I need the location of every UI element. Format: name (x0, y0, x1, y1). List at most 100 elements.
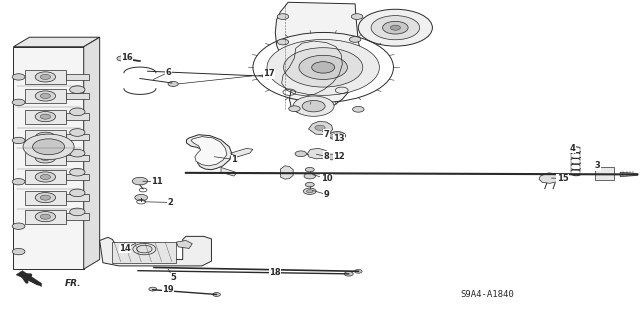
Text: 3: 3 (595, 161, 601, 170)
Text: 14: 14 (119, 244, 131, 253)
Circle shape (40, 135, 51, 140)
Circle shape (35, 72, 56, 82)
Text: 8: 8 (323, 152, 329, 161)
Text: 9: 9 (323, 190, 329, 199)
Bar (25, 170, 67, 184)
Polygon shape (539, 173, 559, 183)
Circle shape (40, 114, 51, 119)
Circle shape (312, 62, 335, 73)
Circle shape (12, 179, 25, 185)
Polygon shape (620, 172, 637, 177)
Text: 19: 19 (162, 285, 174, 294)
Circle shape (40, 174, 51, 180)
Circle shape (383, 21, 408, 34)
Circle shape (117, 56, 127, 61)
Circle shape (168, 81, 178, 86)
Circle shape (12, 223, 25, 229)
Circle shape (329, 131, 346, 140)
Circle shape (305, 182, 314, 187)
Text: 5: 5 (170, 273, 176, 282)
Text: 18: 18 (269, 268, 281, 277)
Circle shape (35, 153, 56, 163)
Circle shape (40, 195, 51, 200)
Circle shape (12, 74, 25, 80)
Polygon shape (307, 148, 328, 159)
Circle shape (295, 151, 307, 157)
Polygon shape (280, 166, 293, 179)
Circle shape (358, 9, 433, 46)
Text: 2: 2 (167, 198, 173, 207)
Circle shape (305, 167, 314, 172)
Circle shape (35, 112, 56, 122)
Circle shape (137, 245, 152, 253)
Circle shape (307, 190, 313, 193)
Polygon shape (16, 271, 42, 286)
Bar (25, 151, 67, 165)
Circle shape (40, 74, 51, 79)
Circle shape (326, 154, 337, 160)
Text: 13: 13 (333, 134, 345, 143)
Circle shape (315, 125, 325, 130)
Circle shape (262, 74, 273, 79)
Text: 4: 4 (570, 144, 575, 153)
Text: 7: 7 (323, 130, 329, 138)
Circle shape (70, 108, 85, 116)
Bar (25, 110, 67, 123)
Circle shape (35, 91, 56, 101)
Circle shape (40, 214, 51, 219)
Circle shape (35, 132, 56, 142)
Circle shape (353, 107, 364, 112)
Circle shape (35, 172, 56, 182)
Circle shape (35, 211, 56, 222)
Bar (67, 213, 89, 220)
Bar (13, 47, 84, 269)
Polygon shape (100, 236, 211, 266)
Circle shape (12, 137, 25, 144)
Circle shape (70, 129, 85, 136)
Text: 11: 11 (151, 177, 163, 186)
Circle shape (70, 149, 85, 157)
Circle shape (304, 173, 316, 179)
Circle shape (289, 106, 300, 112)
Circle shape (40, 93, 51, 99)
Circle shape (302, 100, 325, 112)
Circle shape (212, 293, 220, 296)
Bar (67, 174, 89, 180)
Bar (113, 242, 176, 263)
Polygon shape (595, 167, 614, 180)
Circle shape (277, 14, 289, 19)
Circle shape (371, 16, 420, 40)
Circle shape (12, 99, 25, 106)
Circle shape (70, 208, 85, 216)
Bar (25, 89, 67, 103)
Bar (67, 114, 89, 120)
Bar (25, 210, 67, 224)
Text: 12: 12 (333, 152, 345, 161)
Circle shape (390, 25, 401, 30)
Text: 16: 16 (121, 53, 133, 62)
Polygon shape (275, 2, 364, 114)
Text: 6: 6 (166, 68, 172, 77)
Polygon shape (13, 37, 100, 47)
Circle shape (23, 134, 74, 160)
Circle shape (344, 271, 353, 276)
Polygon shape (186, 135, 232, 170)
Circle shape (267, 40, 380, 95)
Circle shape (70, 86, 85, 93)
Polygon shape (308, 122, 333, 135)
Text: 1: 1 (231, 155, 237, 164)
Circle shape (135, 195, 148, 201)
Bar (67, 195, 89, 201)
Text: 15: 15 (557, 174, 568, 183)
Polygon shape (221, 167, 237, 176)
Circle shape (12, 249, 25, 255)
Circle shape (355, 269, 362, 273)
Text: 10: 10 (321, 174, 332, 183)
Polygon shape (84, 37, 100, 269)
Text: FR.: FR. (65, 279, 81, 288)
Circle shape (33, 139, 65, 155)
Circle shape (299, 55, 348, 79)
Circle shape (277, 39, 289, 45)
Circle shape (284, 48, 363, 87)
Circle shape (70, 189, 85, 197)
